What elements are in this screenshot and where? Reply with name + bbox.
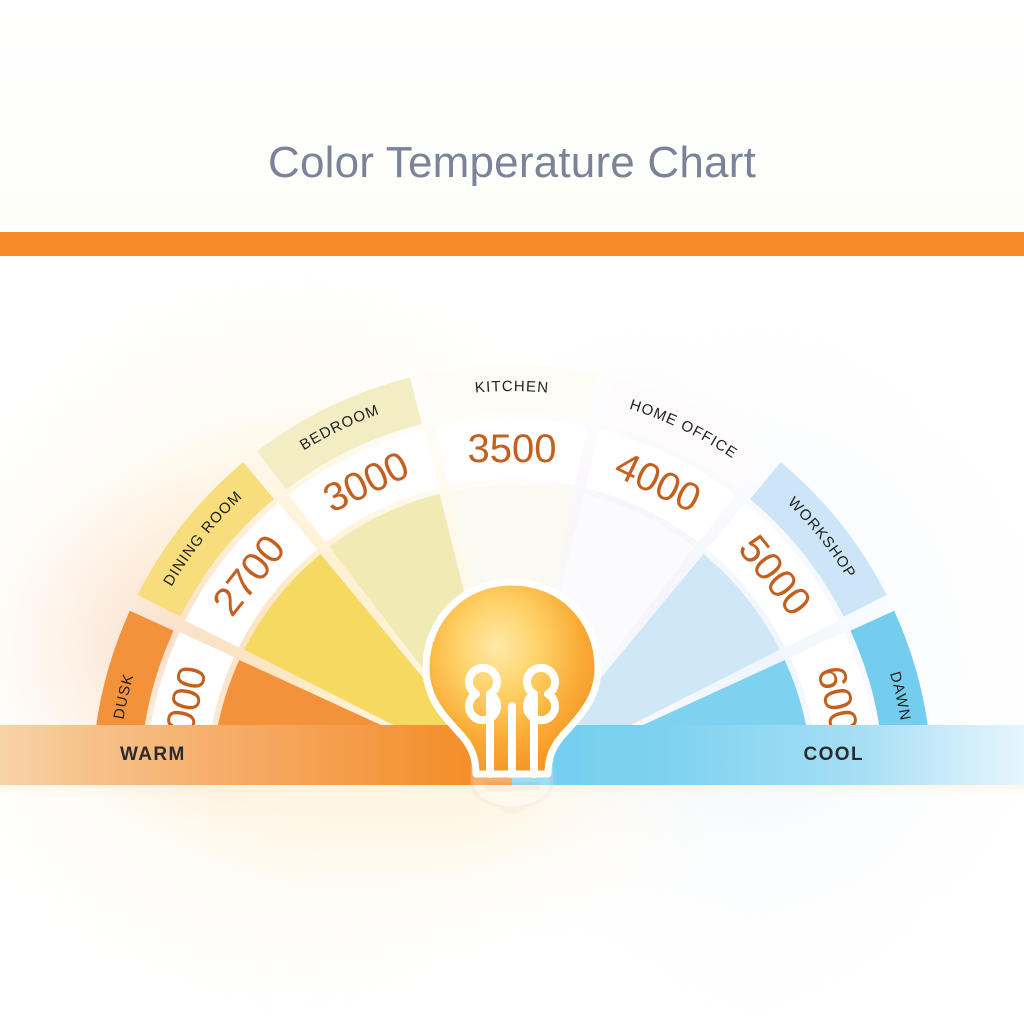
cool-label: COOL	[803, 744, 864, 765]
gauge-value-3500: 3500	[468, 427, 557, 471]
gauge-band-dining-room	[185, 502, 318, 648]
header: Color Temperature Chart	[0, 0, 1024, 228]
page-title: Color Temperature Chart	[268, 138, 756, 187]
gauge-name-kitchen: KITCHEN	[474, 378, 550, 397]
gauge-band-home-office	[585, 429, 736, 543]
warm-label: WARM	[120, 744, 186, 765]
scale-bar-underglow	[0, 785, 1024, 795]
gauge-ring-dining-room	[137, 462, 275, 617]
header-divider-bar	[0, 232, 1024, 256]
gauge-band-workshop	[706, 502, 839, 648]
chart-panel: 2000 DUSK 2700 DINING ROOM 3000 BEDROOM 3500 KI…	[0, 256, 1024, 1024]
warm-scale-bar: WARM	[0, 725, 512, 785]
gauge-ring-workshop	[749, 462, 887, 617]
gauge-band-bedroom	[288, 429, 439, 543]
gauge-wedge-workshop	[568, 554, 780, 746]
gauge-ring-kitchen	[427, 365, 597, 421]
gauge-band-kitchen	[436, 419, 588, 486]
gauge-ring-home-office	[602, 377, 767, 490]
gauge-wedge-dining-room	[244, 554, 456, 746]
gauge-ring-bedroom	[257, 377, 422, 490]
cool-scale-bar: COOL	[512, 725, 1024, 785]
